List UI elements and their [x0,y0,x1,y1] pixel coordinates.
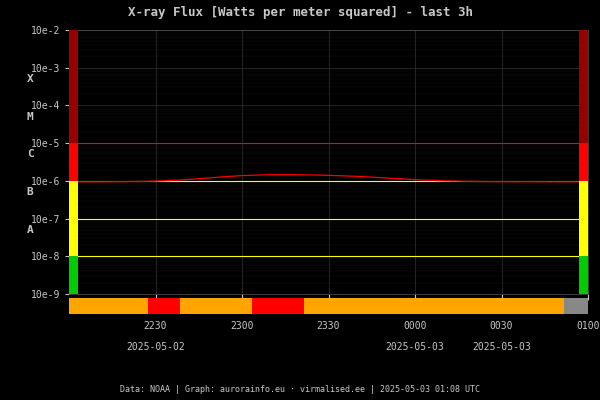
Bar [580,181,588,256]
Bar [304,298,563,314]
Bar [563,298,588,314]
Text: X: X [27,74,34,84]
Bar [69,256,77,294]
Text: 2025-05-02: 2025-05-02 [126,342,185,352]
Text: C: C [27,150,34,160]
Bar [252,298,304,314]
Bar [580,30,588,143]
Text: 0000: 0000 [403,321,427,331]
Text: B: B [27,187,34,197]
Bar [69,181,77,256]
Text: 2300: 2300 [230,321,254,331]
Text: 2025-05-03: 2025-05-03 [472,342,531,352]
Bar [179,298,252,314]
Bar [69,30,77,143]
Text: 2330: 2330 [317,321,340,331]
Bar [69,298,148,314]
Text: X-ray Flux [Watts per meter squared] - last 3h: X-ray Flux [Watts per meter squared] - l… [128,6,473,19]
Bar [148,298,179,314]
Text: M: M [27,112,34,122]
Bar [580,256,588,294]
Text: 0100: 0100 [576,321,600,331]
Text: A: A [27,225,34,235]
Text: Data: NOAA | Graph: aurorainfo.eu · virmalised.ee | 2025-05-03 01:08 UTC: Data: NOAA | Graph: aurorainfo.eu · virm… [120,385,480,394]
Text: 2025-05-03: 2025-05-03 [386,342,445,352]
Bar [580,143,588,181]
Text: 2230: 2230 [144,321,167,331]
Bar [69,143,77,181]
Text: 0030: 0030 [490,321,513,331]
